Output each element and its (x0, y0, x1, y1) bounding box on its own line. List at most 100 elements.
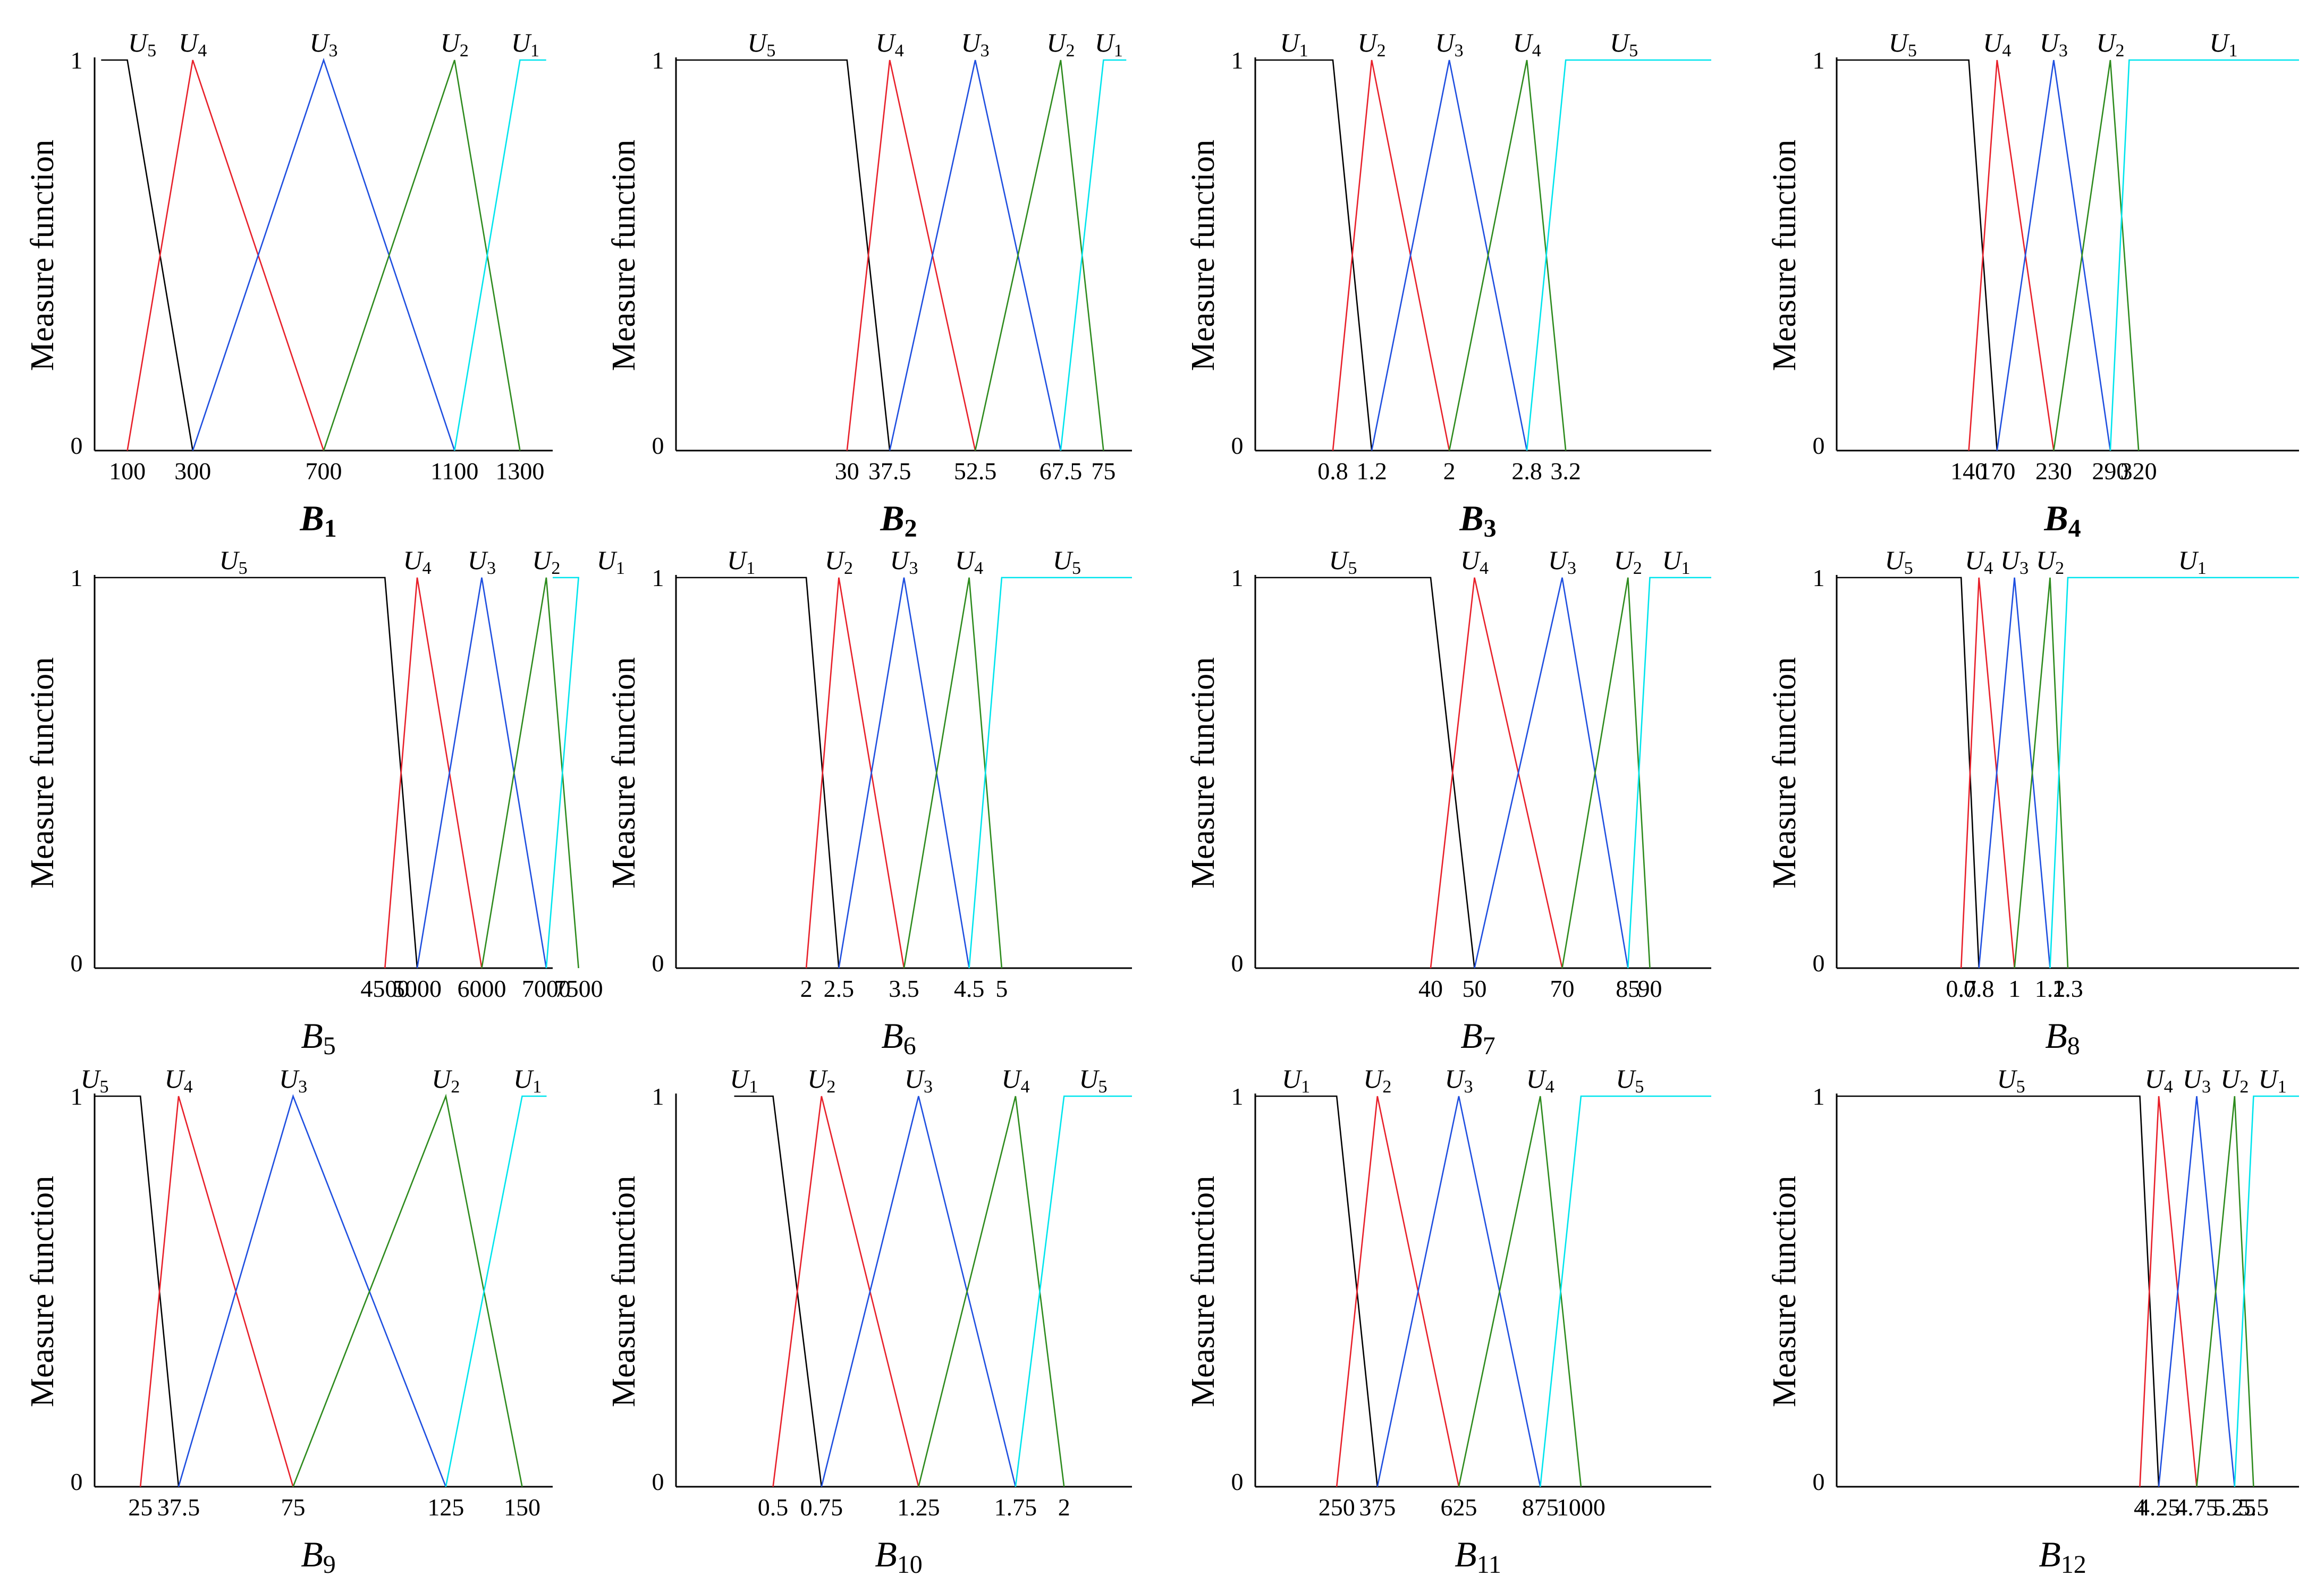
y-axis-title: Measure function (1767, 140, 1803, 371)
panel-B9: 1 0 Measure function 25 37.5 75 125 150 U5 U4 U3 U2… (24, 1064, 553, 1579)
membership-label: U4 (1965, 545, 1993, 578)
series-line-U3 (838, 577, 970, 969)
y-tick-label: 1 (1813, 1083, 1825, 1110)
y-tick-label: 0 (1813, 1468, 1825, 1495)
x-tick-label: 75 (281, 1494, 306, 1521)
membership-label: U5 (1610, 28, 1638, 61)
x-tick-label: 0.8 (1317, 457, 1348, 485)
membership-label: U5 (747, 28, 775, 61)
x-tick-label: 2 (1058, 1494, 1070, 1521)
series-line-U1 (445, 1095, 547, 1487)
membership-label: U2 (1046, 28, 1075, 61)
series-line-U2 (323, 60, 521, 451)
series-line-U3 (192, 57, 455, 451)
x-tick-label: 67.5 (1040, 457, 1083, 485)
membership-label: U1 (730, 1064, 758, 1097)
y-axis-title: Measure function (1767, 1176, 1803, 1408)
series-line-U5 (95, 1095, 180, 1487)
membership-label: U4 (955, 545, 983, 578)
series-line-U4 (384, 577, 483, 969)
series-line-U4 (846, 60, 976, 451)
x-tick-label: 290 (2092, 457, 2128, 485)
y-tick-label: 1 (652, 47, 664, 74)
series-line-U5 (1837, 1095, 2160, 1487)
membership-label: U3 (468, 545, 496, 578)
membership-label: U2 (441, 28, 469, 61)
panel-B10: 1 0 Measure function 0.5 0.75 1.25 1.75 2 U1 U2 U3… (606, 1064, 1132, 1579)
panel-B8: 1 0 Measure function 0.70.8 1 1.21.3 U5 U4 U3 U2 U… (1767, 545, 2299, 1060)
series-line-U4 (918, 1096, 1065, 1487)
membership-label: U2 (1358, 28, 1386, 61)
membership-label: U3 (1444, 1064, 1473, 1097)
x-tick-label: 875 (1522, 1494, 1559, 1521)
series-line-U4 (1430, 577, 1563, 969)
membership-label: U4 (1983, 28, 2011, 61)
membership-label: U3 (2000, 545, 2029, 578)
y-tick-label: 1 (652, 1083, 664, 1110)
x-tick-label: 4.75 (2175, 1494, 2218, 1521)
x-tick-label: 170 (1979, 457, 2015, 485)
y-tick-label: 1 (1813, 47, 1825, 74)
x-tick-label: 4.25 (2137, 1494, 2181, 1521)
series-line-U2 (1561, 577, 1651, 969)
x-tick-label: 320 (2120, 457, 2157, 485)
panel-caption: B11 (1455, 1534, 1501, 1579)
x-tick-label: 85 (1616, 975, 1640, 1002)
panel-B3: 1 0 Measure function 0.8 1.2 2 2.8 3.2 U1 U2 U3 U4 U… (1185, 28, 1711, 543)
series-line-U5 (1015, 1095, 1132, 1487)
x-tick-label: 4500 (360, 975, 409, 1002)
series-line-U1 (734, 1095, 823, 1487)
x-tick-label: 5.5 (2238, 1494, 2269, 1521)
membership-label: U4 (1001, 1064, 1029, 1097)
x-tick-label: 0.75 (800, 1494, 843, 1521)
membership-label: U5 (1616, 1064, 1644, 1097)
x-tick-label: 40 (1418, 975, 1443, 1002)
x-tick-label: 7000 (522, 975, 571, 1002)
series-line-U1 (676, 577, 840, 969)
series-line-U4 (1458, 1096, 1582, 1487)
series-line-U2 (481, 577, 579, 969)
x-tick-label: 1.2 (1356, 457, 1387, 485)
membership-label: U5 (128, 28, 156, 61)
membership-label: U3 (2040, 28, 2068, 61)
y-tick-label: 0 (652, 950, 664, 977)
membership-label: U3 (890, 545, 918, 578)
panel-caption: B3 (1459, 498, 1496, 543)
membership-label: U3 (905, 1064, 933, 1097)
x-tick-label: 625 (1441, 1494, 1477, 1521)
membership-label: U4 (164, 1064, 192, 1097)
y-tick-label: 1 (1231, 1083, 1244, 1110)
series-line-U3 (178, 1094, 447, 1487)
membership-label: U3 (279, 1064, 307, 1097)
series-line-U2 (1332, 60, 1450, 451)
x-tick-label: 30 (835, 457, 859, 485)
series-line-U5 (676, 59, 891, 451)
membership-label: U1 (2259, 1064, 2287, 1097)
y-tick-label: 1 (1231, 564, 1244, 591)
y-tick-label: 0 (1231, 432, 1244, 459)
x-tick-label: 1000 (1557, 1494, 1605, 1521)
membership-label: U1 (2178, 545, 2207, 578)
panel-caption: B1 (299, 498, 336, 543)
membership-label: U4 (2145, 1064, 2173, 1097)
y-tick-label: 0 (1231, 1468, 1244, 1495)
panel-B6: 1 0 Measure function 2 2.5 3.5 4.5 5 U1 U2 U3 U4 U5 B… (606, 545, 1132, 1060)
membership-label: U4 (403, 545, 431, 578)
x-tick-label: 0.7 (1946, 975, 1976, 1002)
panel-caption: B4 (2043, 498, 2081, 543)
x-tick-label: 1.2 (2035, 975, 2066, 1002)
x-tick-label: 250 (1319, 1494, 1355, 1521)
membership-label: U4 (1513, 28, 1541, 61)
membership-label: U4 (1526, 1064, 1554, 1097)
series-line-U3 (889, 60, 1062, 451)
series-line-U2 (772, 1096, 919, 1487)
panel-caption: B6 (881, 1015, 916, 1060)
y-axis-title: Measure function (1185, 657, 1221, 889)
series-line-U1 (2109, 59, 2299, 451)
membership-label: U5 (1997, 1064, 2025, 1097)
y-axis-title: Measure function (1185, 1176, 1221, 1408)
panel-caption: B10 (875, 1534, 923, 1579)
x-tick-label: 5 (995, 975, 1008, 1002)
